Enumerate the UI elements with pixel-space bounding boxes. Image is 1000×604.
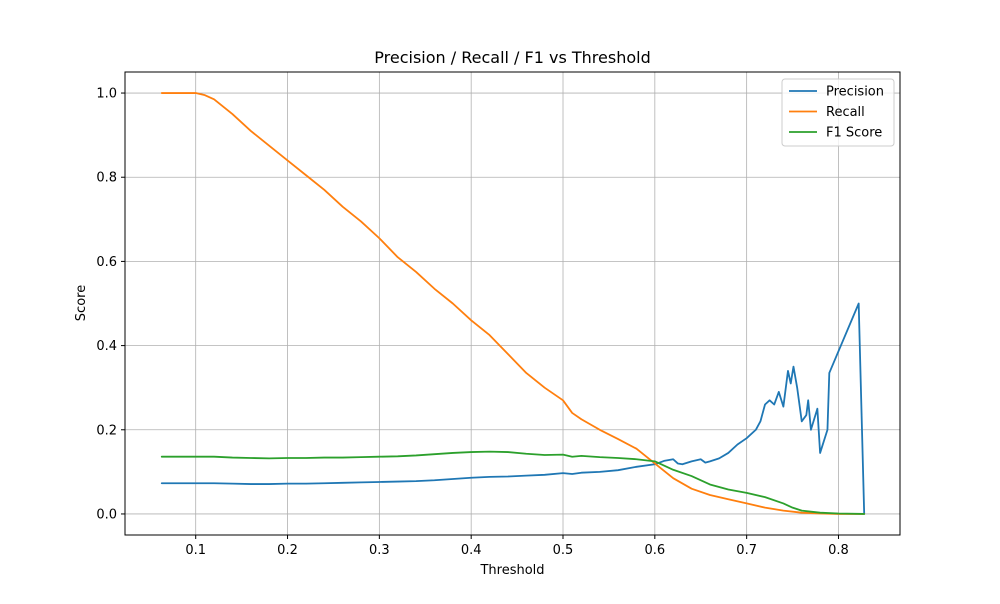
legend-label-precision: Precision (826, 85, 884, 100)
legend-box (781, 78, 895, 147)
x-tick-label: 0.2 (277, 543, 298, 558)
x-tick-label: 0.1 (185, 543, 206, 558)
legend: Precision Recall F1 Score (781, 78, 895, 147)
y-tick-label: 0.8 (96, 171, 117, 186)
x-axis-ticks: 0.1 0.2 0.3 0.4 0.5 0.6 0.7 0.8 (185, 535, 849, 558)
y-tick-label: 0.6 (96, 255, 117, 270)
y-tick-label: 1.0 (96, 87, 117, 102)
x-tick-label: 0.8 (828, 543, 849, 558)
x-axis-label: Threshold (479, 563, 544, 578)
chart-title: Precision / Recall / F1 vs Threshold (374, 48, 650, 67)
series-line-f1-score (160, 450, 866, 515)
series-line-recall (160, 92, 866, 515)
plot-frame (124, 71, 901, 536)
series-line-precision (160, 302, 866, 515)
y-tick-label: 0.0 (96, 507, 117, 522)
x-tick-label: 0.4 (461, 543, 482, 558)
y-axis-label: Score (74, 285, 89, 321)
grid-lines (125, 72, 900, 535)
legend-label-recall: Recall (826, 105, 865, 120)
series-lines (160, 92, 866, 515)
x-tick-label: 0.5 (553, 543, 574, 558)
x-tick-label: 0.3 (369, 543, 390, 558)
legend-label-f1-score: F1 Score (826, 126, 882, 141)
y-tick-label: 0.2 (96, 423, 117, 438)
x-tick-label: 0.6 (644, 543, 665, 558)
x-tick-label: 0.7 (736, 543, 757, 558)
y-axis-ticks: 0.0 0.2 0.4 0.6 0.8 1.0 (96, 87, 125, 522)
y-tick-label: 0.4 (96, 339, 117, 354)
